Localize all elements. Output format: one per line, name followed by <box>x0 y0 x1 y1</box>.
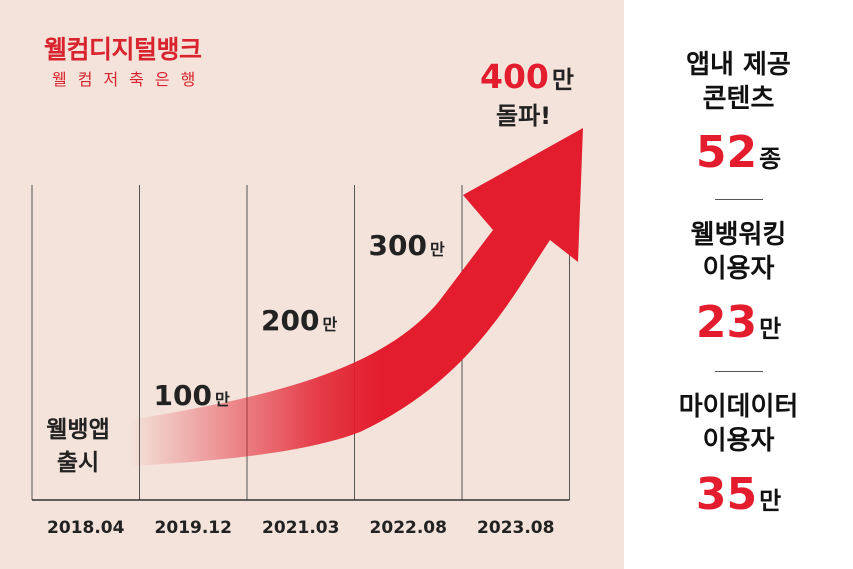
logo-title: 웰컴디지털뱅크 <box>44 35 202 64</box>
data-label: 200 만 <box>261 304 337 337</box>
end-text-label: 돌파! <box>496 102 551 130</box>
stat-unit: 만 <box>759 315 782 343</box>
stat-unit: 종 <box>759 145 782 173</box>
divider <box>715 371 763 372</box>
stat-title-line: 콘텐츠 <box>702 84 775 114</box>
stat-value: 23 <box>695 297 758 348</box>
stat-unit: 만 <box>759 487 782 515</box>
growth-arrow <box>130 128 583 466</box>
stat-title: 앱내 제공 콘텐츠 <box>624 48 853 116</box>
stat-walking: 웰뱅워킹 이용자 23만 <box>624 218 853 348</box>
x-tick-label: 2021.03 <box>262 518 339 538</box>
x-tick-label: 2023.08 <box>477 518 554 538</box>
x-tick-label: 2022.08 <box>370 518 447 538</box>
start-label: 출시 <box>57 450 99 476</box>
stat-value-row: 23만 <box>624 298 853 348</box>
stat-value-row: 35만 <box>624 470 853 520</box>
stat-title-line: 이용자 <box>702 254 775 284</box>
stat-value: 52 <box>695 127 758 178</box>
x-tick-label: 2018.04 <box>47 518 125 538</box>
divider <box>715 199 763 200</box>
stat-value-row: 52종 <box>624 128 853 178</box>
stat-contents: 앱내 제공 콘텐츠 52종 <box>624 48 853 178</box>
logo-subtitle: 웰컴저축은행 <box>52 70 207 89</box>
x-tick-label: 2019.12 <box>155 518 232 538</box>
stat-mydata: 마이데이터 이용자 35만 <box>624 390 853 520</box>
end-value-label: 400 만 <box>480 57 574 96</box>
chart-panel: 웰컴디지털뱅크 웰컴저축은행 2018.04 2019.12 2021.03 2022… <box>0 0 624 569</box>
stat-title-line: 앱내 제공 <box>686 50 791 80</box>
stat-title-line: 웰뱅워킹 <box>690 220 787 250</box>
stat-value: 35 <box>695 469 758 520</box>
stat-title-line: 마이데이터 <box>678 392 799 422</box>
stats-panel: 앱내 제공 콘텐츠 52종 웰뱅워킹 이용자 23만 마이데이터 이용자 35만 <box>624 0 853 569</box>
data-label: 100 만 <box>154 379 230 412</box>
growth-chart: 2018.04 2019.12 2021.03 2022.08 2023.08 100 만 2… <box>31 57 583 538</box>
stat-title-line: 이용자 <box>702 426 775 456</box>
start-label: 웰뱅앱 <box>46 417 109 443</box>
stat-title: 마이데이터 이용자 <box>624 390 853 458</box>
data-label: 300 만 <box>369 229 445 262</box>
stat-title: 웰뱅워킹 이용자 <box>624 218 853 286</box>
